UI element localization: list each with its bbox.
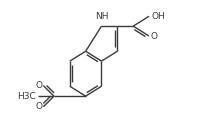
Text: OH: OH [151,12,165,21]
Text: O: O [35,102,42,111]
Text: NH: NH [94,12,108,21]
Text: O: O [150,32,157,40]
Text: H3C: H3C [17,92,35,101]
Text: O: O [35,81,42,90]
